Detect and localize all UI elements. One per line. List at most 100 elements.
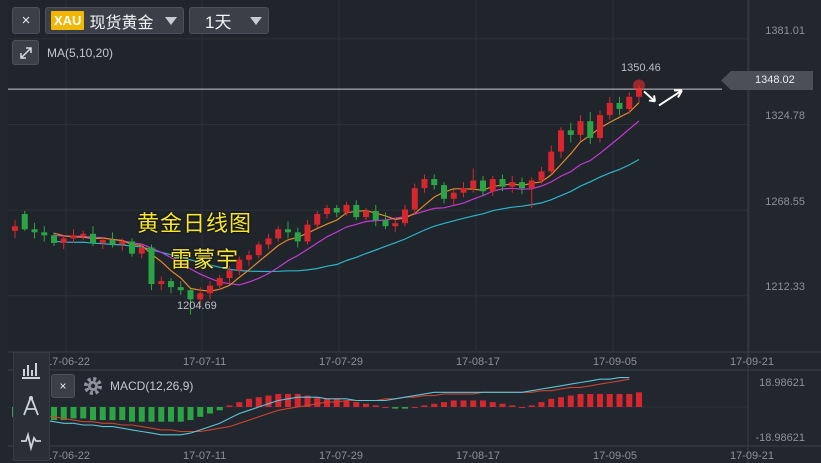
macd-histogram-bar <box>421 405 428 407</box>
candle-body <box>246 255 252 260</box>
candle-body <box>626 96 633 109</box>
x-tick: 17-06-22 <box>46 356 91 368</box>
period-select[interactable]: 1天 <box>189 7 269 34</box>
candle-body <box>60 238 67 243</box>
macd-histogram-bar <box>60 407 67 421</box>
candle-body <box>597 115 603 138</box>
macd-x-tick: 17-07-11 <box>183 450 227 462</box>
macd-histogram-bar <box>636 392 642 407</box>
bar-chart-icon[interactable] <box>19 358 43 382</box>
symbol-select[interactable]: XAU 现货黄金 <box>45 7 184 34</box>
macd-histogram-bar <box>548 398 555 407</box>
expand-button[interactable] <box>12 40 39 65</box>
candle-body <box>90 233 96 243</box>
macd-y-tick: 18.98621 <box>759 377 805 389</box>
candle-body <box>129 241 135 254</box>
macd-histogram-bar <box>90 407 96 421</box>
macd-histogram-bar <box>148 407 155 422</box>
compass-icon[interactable] <box>19 394 43 418</box>
macd-histogram-bar <box>226 405 233 407</box>
high-label: 1350.46 <box>621 62 661 74</box>
candle-body <box>51 235 57 243</box>
macd-x-tick: 17-09-05 <box>593 450 638 462</box>
overlay-author: 雷蒙宇 <box>170 247 240 272</box>
macd-close-button[interactable]: × <box>51 374 75 398</box>
y-tick: 1212.33 <box>765 281 805 293</box>
macd-dif-line <box>14 377 630 436</box>
macd-histogram-bar <box>343 400 350 407</box>
macd-histogram-bar <box>499 403 506 407</box>
x-tick: 17-09-21 <box>730 356 775 368</box>
macd-histogram-bar <box>138 407 145 422</box>
candle-body <box>187 290 194 300</box>
macd-histogram-bar <box>216 407 223 411</box>
macd-histogram-bar <box>80 407 87 419</box>
candle-body <box>636 89 642 97</box>
ma-indicator-label: MA(5,10,20) <box>47 46 114 60</box>
macd-histogram-bar <box>304 395 311 407</box>
x-tick: 17-07-29 <box>319 356 364 368</box>
macd-histogram-bar <box>460 400 467 407</box>
gear-icon[interactable] <box>82 375 104 397</box>
macd-histogram-bar <box>109 407 116 421</box>
macd-histogram-bar <box>294 393 301 407</box>
macd-indicator-label: MACD(12,26,9) <box>110 379 194 393</box>
macd-histogram-bar <box>129 407 135 422</box>
candle-body <box>372 211 379 221</box>
candle-body <box>480 180 486 192</box>
macd-histogram-bar <box>597 393 603 407</box>
macd-histogram-bar <box>616 393 623 407</box>
macd-histogram-bar <box>538 402 545 407</box>
macd-histogram-bar <box>51 407 57 421</box>
candle-body <box>411 188 418 210</box>
candle-body <box>616 102 623 109</box>
current-price: 1348.02 <box>755 74 795 86</box>
candle-body <box>538 171 545 181</box>
candle-body <box>450 192 457 199</box>
macd-x-tick: 17-08-17 <box>456 450 501 462</box>
macd-x-tick: 17-07-29 <box>319 450 364 462</box>
macd-histogram-bar <box>489 402 496 407</box>
candle-body <box>528 180 535 189</box>
macd-histogram-bar <box>470 400 477 407</box>
candle-body <box>21 214 28 230</box>
macd-histogram-bar <box>314 397 321 407</box>
candle-body <box>41 232 48 236</box>
symbol-code: XAU <box>51 11 85 30</box>
candle-body <box>168 281 174 288</box>
macd-histogram-bar <box>372 405 379 407</box>
arrow-down-icon <box>643 90 656 103</box>
macd-histogram-bar <box>168 407 174 422</box>
candle-body <box>363 211 369 218</box>
candle-body <box>275 229 282 239</box>
close-button[interactable]: × <box>12 7 40 34</box>
candle-body <box>236 259 243 271</box>
macd-histogram-bar <box>558 397 564 407</box>
macd-histogram-bar <box>626 393 633 407</box>
candle-body <box>99 239 106 243</box>
current-price-tag: 1348.02 <box>721 71 813 90</box>
candle-body <box>577 121 584 135</box>
macd-histogram-bar <box>207 407 213 414</box>
macd-histogram-bar <box>480 400 486 407</box>
macd-x-tick: 17-09-21 <box>730 450 775 462</box>
candle-body <box>207 285 213 294</box>
macd-histogram-bar <box>519 407 525 408</box>
y-tick: 1268.55 <box>765 196 805 208</box>
macd-histogram-bar <box>187 407 194 421</box>
macd-histogram-bar <box>402 407 408 409</box>
candle-body <box>158 281 165 285</box>
candle-body <box>509 182 516 187</box>
macd-histogram-bar <box>99 407 106 421</box>
x-tick: 17-08-17 <box>456 356 501 368</box>
pulse-icon[interactable] <box>19 429 43 453</box>
macd-histogram-bar <box>119 407 126 421</box>
candle-body <box>285 229 291 233</box>
overlay-title: 黄金日线图 <box>137 211 253 236</box>
candle-body <box>294 232 301 242</box>
macd-histogram-bar <box>567 395 574 407</box>
candle-body <box>109 239 116 245</box>
candle-body <box>431 179 438 186</box>
